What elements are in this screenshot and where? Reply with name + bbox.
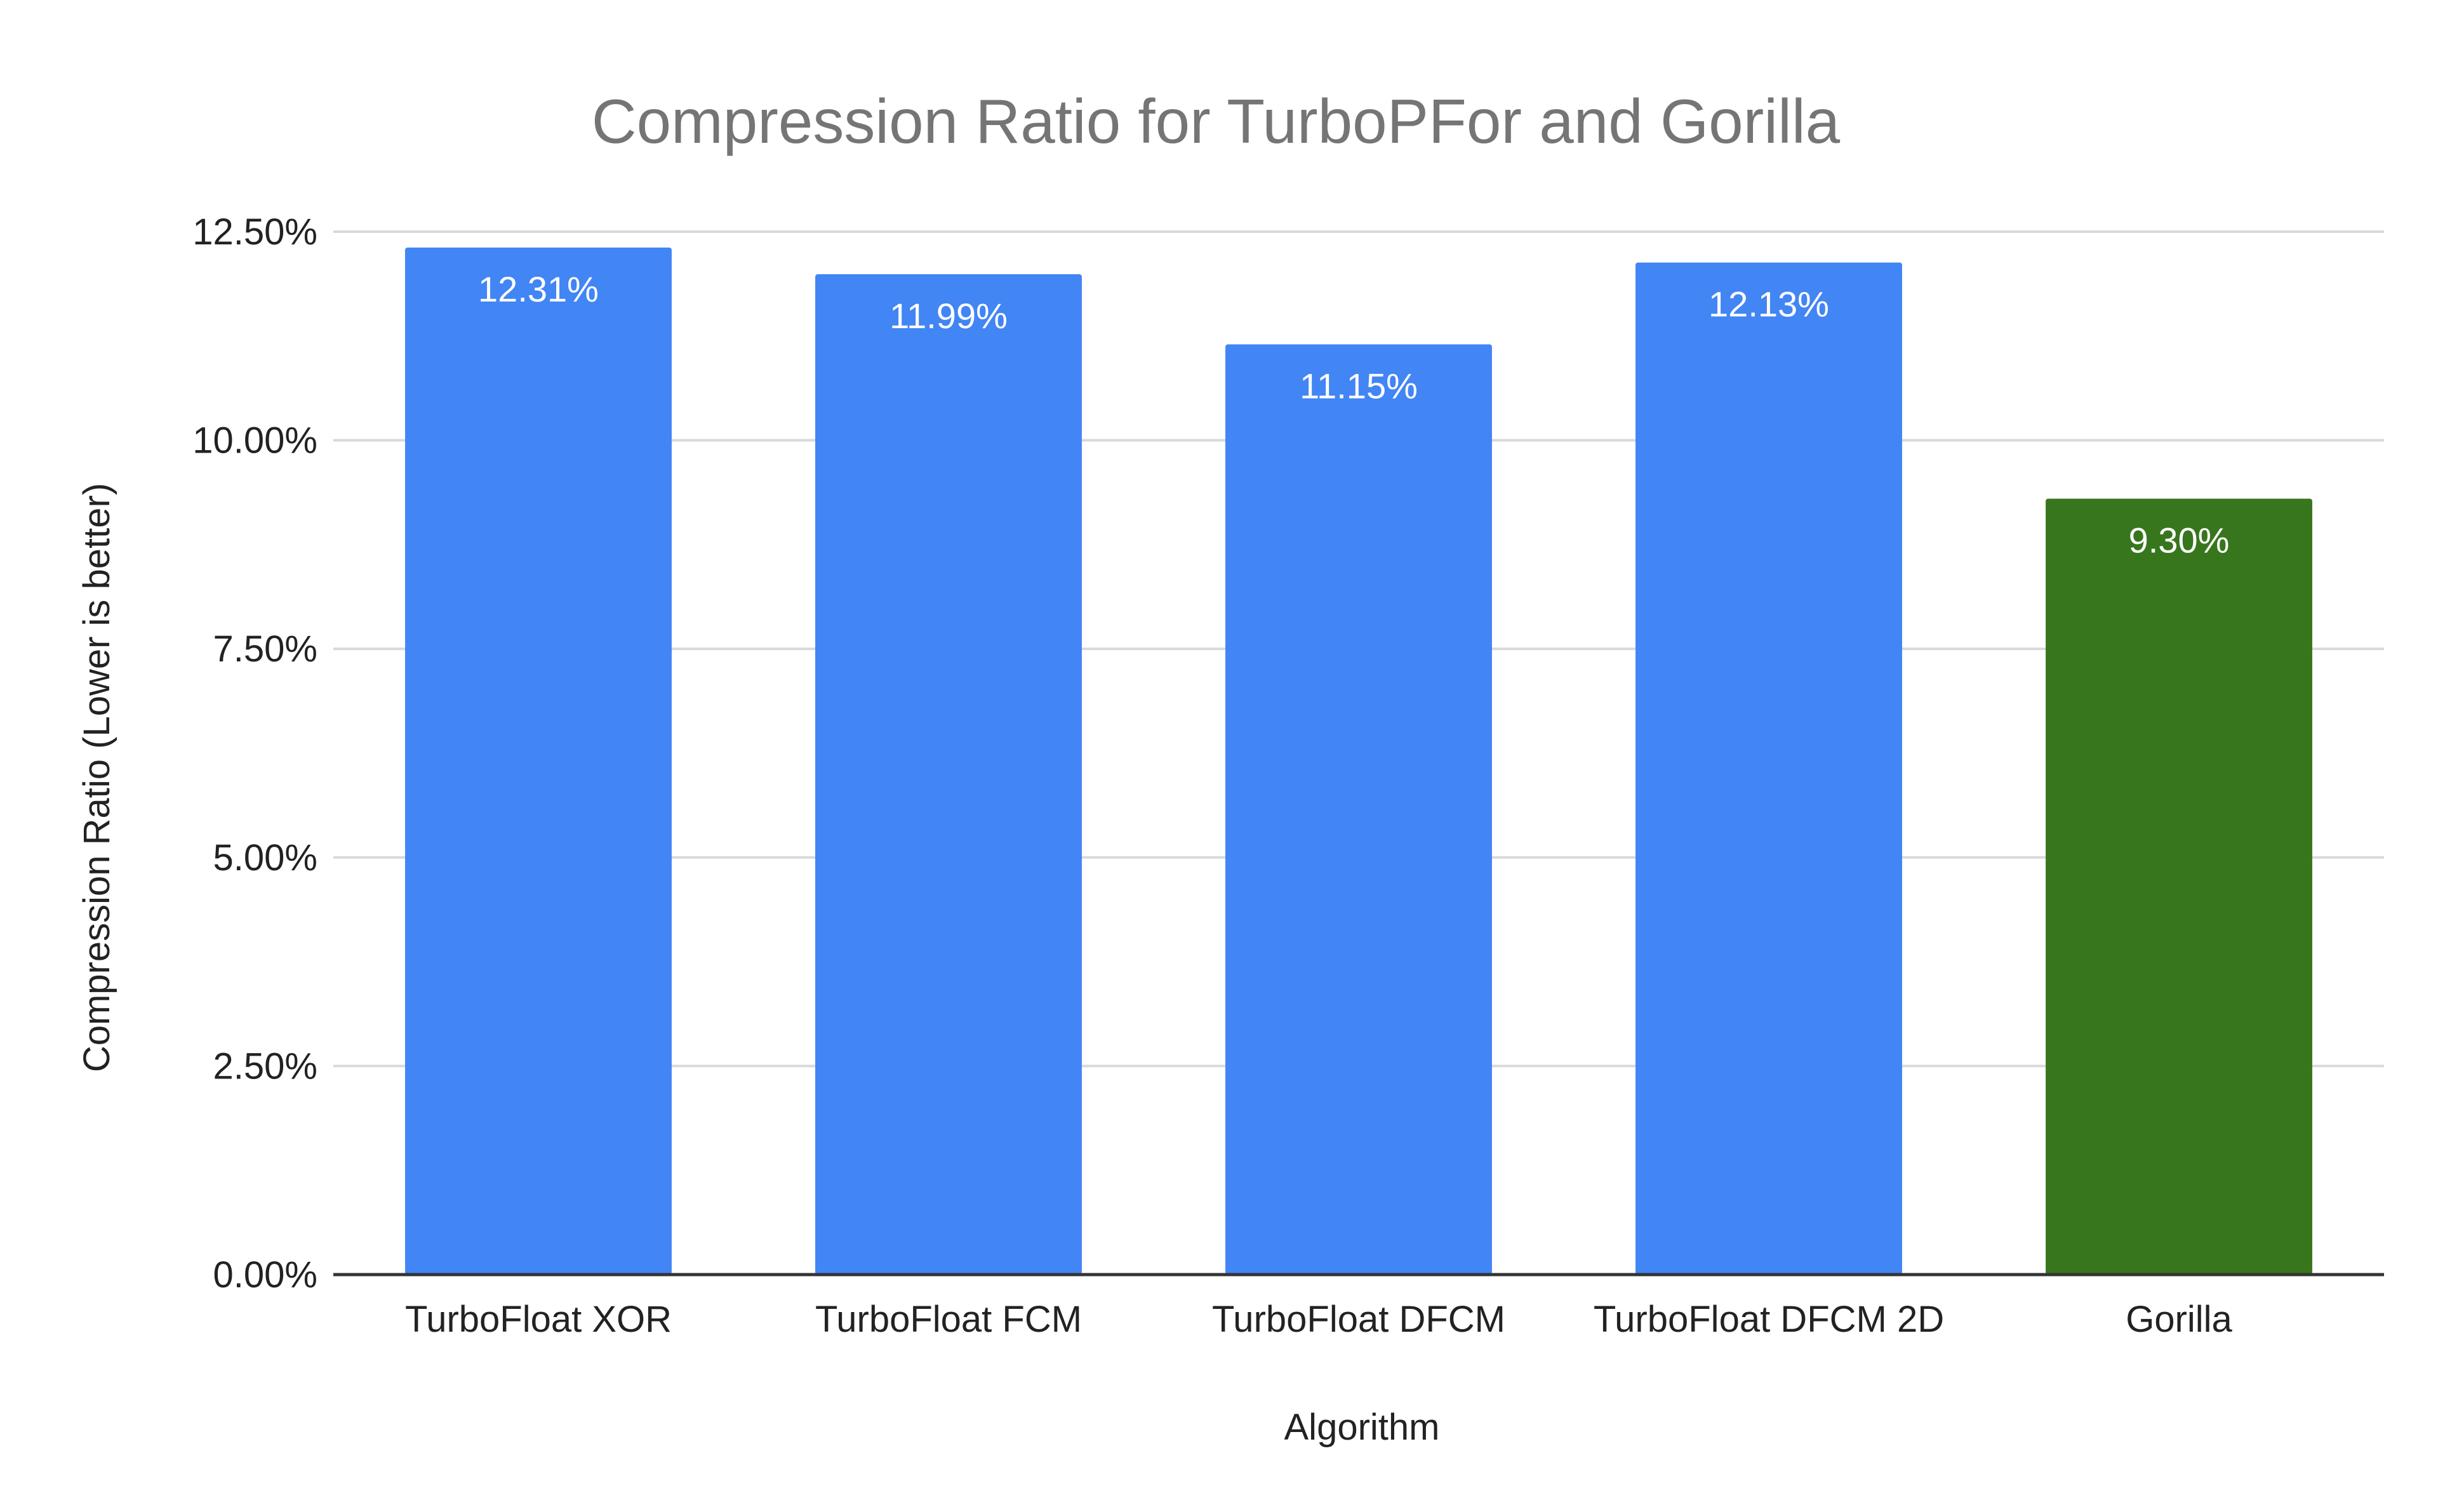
bar <box>1635 262 1902 1275</box>
y-axis-title: Compression Ratio (Lower is better) <box>76 483 117 1072</box>
data-label: 12.31% <box>478 269 599 309</box>
bar <box>405 247 672 1275</box>
data-label: 11.15% <box>1300 366 1418 406</box>
y-tick-label: 5.00% <box>213 837 317 879</box>
y-tick-label: 10.00% <box>192 420 317 461</box>
x-category-label: Gorilla <box>2126 1299 2232 1340</box>
data-labels: 12.31% 11.99% 11.15% 12.13% 9.30% <box>478 269 2229 560</box>
data-label: 12.13% <box>1709 284 1829 324</box>
data-label: 9.30% <box>2129 521 2230 560</box>
x-axis-categories: TurboFloat XOR TurboFloat FCM TurboFloat D… <box>405 1299 2233 1340</box>
x-category-label: TurboFloat XOR <box>405 1299 672 1340</box>
y-axis-ticks: 0.00% 2.50% 5.00% 7.50% 10.00% 12.50% <box>192 211 317 1296</box>
y-tick-label: 0.00% <box>213 1254 317 1296</box>
chart-title: Compression Ratio for TurboPFor and Gori… <box>592 86 1841 156</box>
data-label: 11.99% <box>889 296 1008 336</box>
bar <box>2046 498 2312 1275</box>
x-category-label: TurboFloat FCM <box>815 1299 1082 1340</box>
x-category-label: TurboFloat DFCM <box>1212 1299 1505 1340</box>
y-tick-label: 2.50% <box>213 1045 317 1087</box>
y-tick-label: 7.50% <box>213 628 317 670</box>
x-axis-title: Algorithm <box>1284 1407 1440 1448</box>
bars <box>405 247 2312 1275</box>
y-tick-label: 12.50% <box>192 211 317 253</box>
bar <box>815 274 1082 1275</box>
x-category-label: TurboFloat DFCM 2D <box>1594 1299 1944 1340</box>
bar <box>1225 344 1492 1275</box>
